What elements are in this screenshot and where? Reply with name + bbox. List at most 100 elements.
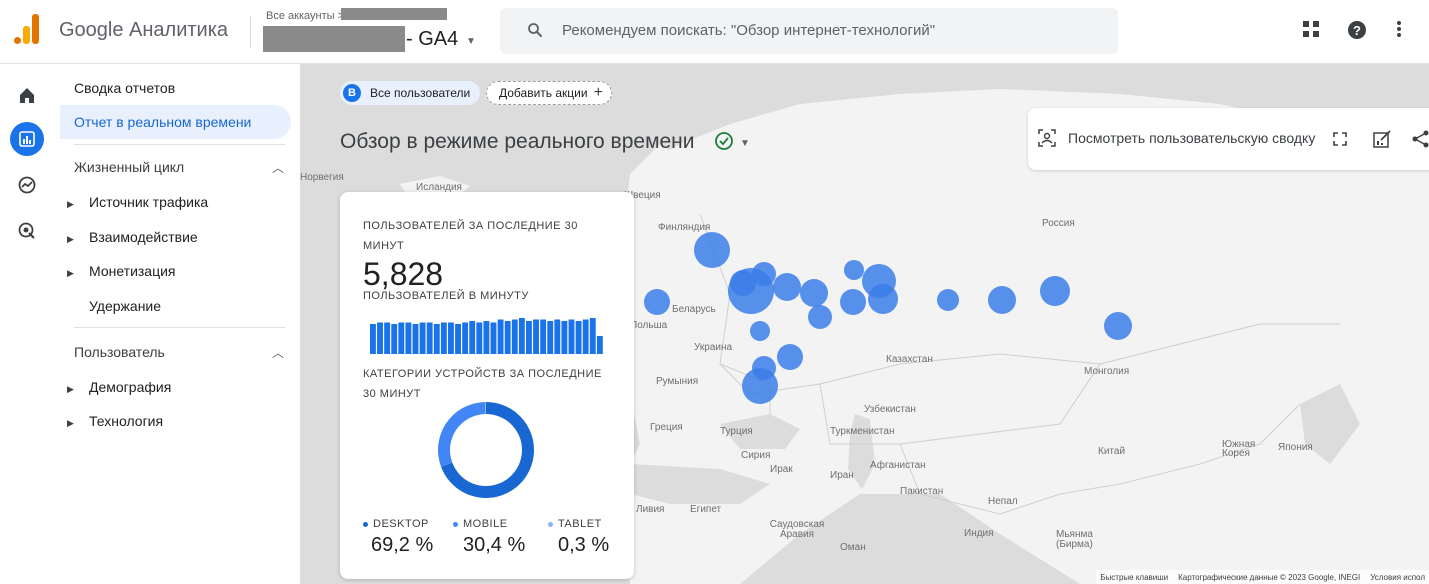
- per-minute-bar[interactable]: [455, 324, 461, 354]
- map-bubble[interactable]: [742, 368, 778, 404]
- per-minute-bar[interactable]: [370, 324, 376, 354]
- map-bubble[interactable]: [644, 289, 670, 315]
- map-land-shapes: [400, 89, 1429, 584]
- fullscreen-icon[interactable]: [1333, 132, 1347, 146]
- per-minute-bar[interactable]: [483, 321, 490, 354]
- map-bubble[interactable]: [777, 344, 803, 370]
- nav-reports-snapshot[interactable]: Сводка отчетов: [74, 80, 176, 96]
- per-minute-bar[interactable]: [582, 319, 589, 355]
- map-bubble[interactable]: [800, 279, 828, 307]
- per-minute-bar[interactable]: [412, 324, 419, 354]
- map-bubble[interactable]: [1104, 312, 1132, 340]
- country-label: Польша: [630, 320, 668, 331]
- nav-engagement[interactable]: ▶ Взаимодействие: [67, 229, 198, 245]
- add-comparison-button[interactable]: Добавить акции +: [486, 81, 612, 105]
- nav-section-user[interactable]: Пользователь ︿: [74, 344, 284, 360]
- per-minute-bar[interactable]: [504, 321, 511, 354]
- nav-retention[interactable]: Удержание: [67, 298, 161, 314]
- map-bubble[interactable]: [937, 289, 959, 311]
- per-minute-bar[interactable]: [547, 321, 554, 354]
- per-minute-bar[interactable]: [526, 321, 532, 354]
- map-bubble[interactable]: [808, 305, 832, 329]
- per-minute-bar[interactable]: [490, 322, 497, 355]
- per-minute-bar[interactable]: [426, 322, 433, 355]
- search-input[interactable]: Рекомендуем поискать: "Обзор интернет-те…: [500, 8, 1118, 54]
- per-minute-bar[interactable]: [384, 322, 391, 355]
- per-minute-bar[interactable]: [554, 319, 561, 355]
- apps-grid-icon[interactable]: [1300, 20, 1322, 42]
- per-minute-bar[interactable]: [391, 324, 398, 354]
- map-bubble[interactable]: [752, 262, 776, 286]
- property-caret-icon[interactable]: ▼: [466, 36, 476, 47]
- legend-dot-icon: [363, 521, 368, 527]
- nav-tech[interactable]: ▶ Технология: [67, 413, 163, 429]
- country-label: Сирия: [741, 450, 771, 461]
- per-minute-bar[interactable]: [377, 322, 383, 355]
- chevron-up-icon[interactable]: ︿: [271, 346, 284, 360]
- property-selector[interactable]: - GA4: [406, 28, 459, 50]
- share-icon[interactable]: [1411, 129, 1429, 149]
- donut-slice-tablet[interactable]: [485, 402, 486, 415]
- segment-chip[interactable]: B Все пользователи: [340, 81, 481, 105]
- per-minute-bar[interactable]: [540, 319, 547, 355]
- home-icon[interactable]: [10, 78, 44, 112]
- map-bubble[interactable]: [988, 286, 1016, 314]
- per-minute-bar[interactable]: [497, 319, 504, 355]
- per-minute-bar[interactable]: [398, 322, 405, 355]
- per-minute-bar[interactable]: [561, 321, 568, 354]
- per-minute-bar[interactable]: [476, 322, 483, 355]
- nav-realtime[interactable]: Отчет в реальном времени: [60, 105, 291, 139]
- chevron-up-icon[interactable]: ︿: [271, 161, 284, 175]
- nav-traffic-acquisition-label: Источник трафика: [89, 194, 209, 210]
- nav-section-lifecycle[interactable]: Жизненный цикл ︿: [74, 159, 284, 175]
- nav-traffic-acquisition[interactable]: ▶ Источник трафика: [67, 194, 208, 210]
- per-minute-bar[interactable]: [448, 322, 454, 355]
- per-minute-bar[interactable]: [440, 322, 447, 355]
- more-vert-icon[interactable]: [1388, 20, 1410, 42]
- per-minute-bar[interactable]: [589, 318, 596, 354]
- edit-report-icon[interactable]: [1372, 129, 1392, 149]
- map-bubble[interactable]: [773, 273, 801, 301]
- donut-slice-mobile[interactable]: [438, 402, 486, 467]
- per-minute-bar-chart[interactable]: [370, 318, 604, 354]
- title-caret-icon[interactable]: ▼: [740, 138, 750, 149]
- device-donut-chart[interactable]: [436, 400, 536, 500]
- breadcrumb[interactable]: Все аккаунты >: [266, 10, 344, 22]
- per-minute-bar[interactable]: [575, 321, 582, 354]
- terms-link[interactable]: Условия испол: [1370, 572, 1425, 582]
- triangle-right-icon: ▶: [67, 418, 74, 428]
- country-label: Швеция: [624, 190, 661, 201]
- per-minute-bar[interactable]: [469, 321, 476, 354]
- per-minute-bar[interactable]: [518, 318, 525, 354]
- per-minute-bar[interactable]: [568, 319, 575, 355]
- user-snapshot-icon[interactable]: [1038, 129, 1056, 147]
- nav-monetization[interactable]: ▶ Монетизация: [67, 263, 176, 279]
- help-icon[interactable]: ?: [1346, 20, 1368, 42]
- per-minute-bar[interactable]: [596, 336, 603, 354]
- map-bubble[interactable]: [844, 260, 864, 280]
- per-minute-bar[interactable]: [419, 322, 426, 355]
- reports-icon[interactable]: [10, 122, 44, 156]
- map-bubble[interactable]: [1040, 276, 1070, 306]
- map-bubble[interactable]: [840, 289, 866, 315]
- map-bubble[interactable]: [730, 270, 756, 296]
- nav-engagement-label: Взаимодействие: [89, 229, 198, 245]
- view-user-snapshot-button[interactable]: Посмотреть пользовательскую сводку: [1068, 130, 1316, 146]
- per-minute-bar[interactable]: [462, 322, 469, 355]
- map-bubble[interactable]: [868, 284, 898, 314]
- map-bubble[interactable]: [694, 232, 730, 268]
- map-bubble[interactable]: [750, 321, 770, 341]
- advertising-icon[interactable]: [10, 214, 44, 248]
- analytics-logo-icon[interactable]: [14, 14, 40, 44]
- legend-dot-icon: [548, 521, 553, 527]
- explore-icon[interactable]: [10, 168, 44, 202]
- per-minute-bar[interactable]: [511, 319, 518, 355]
- check-circle-icon[interactable]: [714, 131, 734, 151]
- nav-demographics[interactable]: ▶ Демография: [67, 379, 171, 395]
- per-minute-bar[interactable]: [433, 324, 440, 354]
- keyboard-shortcuts-link[interactable]: Быстрые клавиши: [1100, 572, 1169, 582]
- per-minute-bar[interactable]: [405, 322, 412, 355]
- per-minute-bar[interactable]: [533, 319, 539, 355]
- nav-monetization-label: Монетизация: [89, 263, 176, 279]
- country-label: Пакистан: [900, 486, 944, 497]
